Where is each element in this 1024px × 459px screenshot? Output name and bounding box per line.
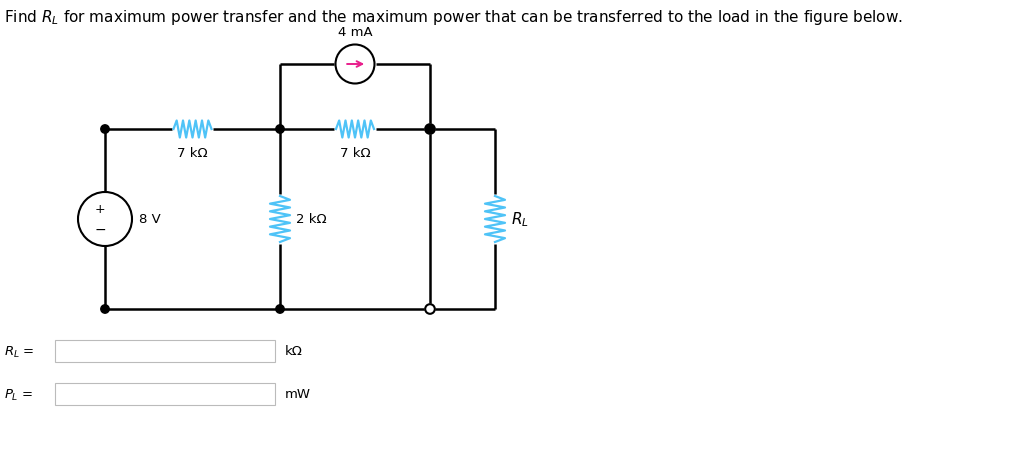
Text: +: + <box>94 203 105 216</box>
Text: Find $R_L$ for maximum power transfer and the maximum power that can be transfer: Find $R_L$ for maximum power transfer an… <box>4 8 903 27</box>
Circle shape <box>100 125 110 134</box>
Circle shape <box>275 125 285 134</box>
Text: 4 mA: 4 mA <box>338 27 373 39</box>
FancyBboxPatch shape <box>55 340 275 362</box>
Text: $R_L$ =: $R_L$ = <box>4 344 35 359</box>
Circle shape <box>275 305 285 313</box>
Text: mW: mW <box>285 388 311 401</box>
Text: 2 kΩ: 2 kΩ <box>296 213 327 226</box>
FancyBboxPatch shape <box>55 383 275 405</box>
Circle shape <box>425 304 435 314</box>
Text: 7 kΩ: 7 kΩ <box>177 147 208 160</box>
Text: 7 kΩ: 7 kΩ <box>340 147 371 160</box>
Text: −: − <box>94 223 105 236</box>
Text: kΩ: kΩ <box>285 345 303 358</box>
Text: $R_L$: $R_L$ <box>511 210 528 229</box>
Text: 8 V: 8 V <box>139 213 161 226</box>
Circle shape <box>426 125 434 134</box>
Circle shape <box>425 125 435 134</box>
Circle shape <box>100 305 110 313</box>
Text: $P_L$ =: $P_L$ = <box>4 386 34 402</box>
